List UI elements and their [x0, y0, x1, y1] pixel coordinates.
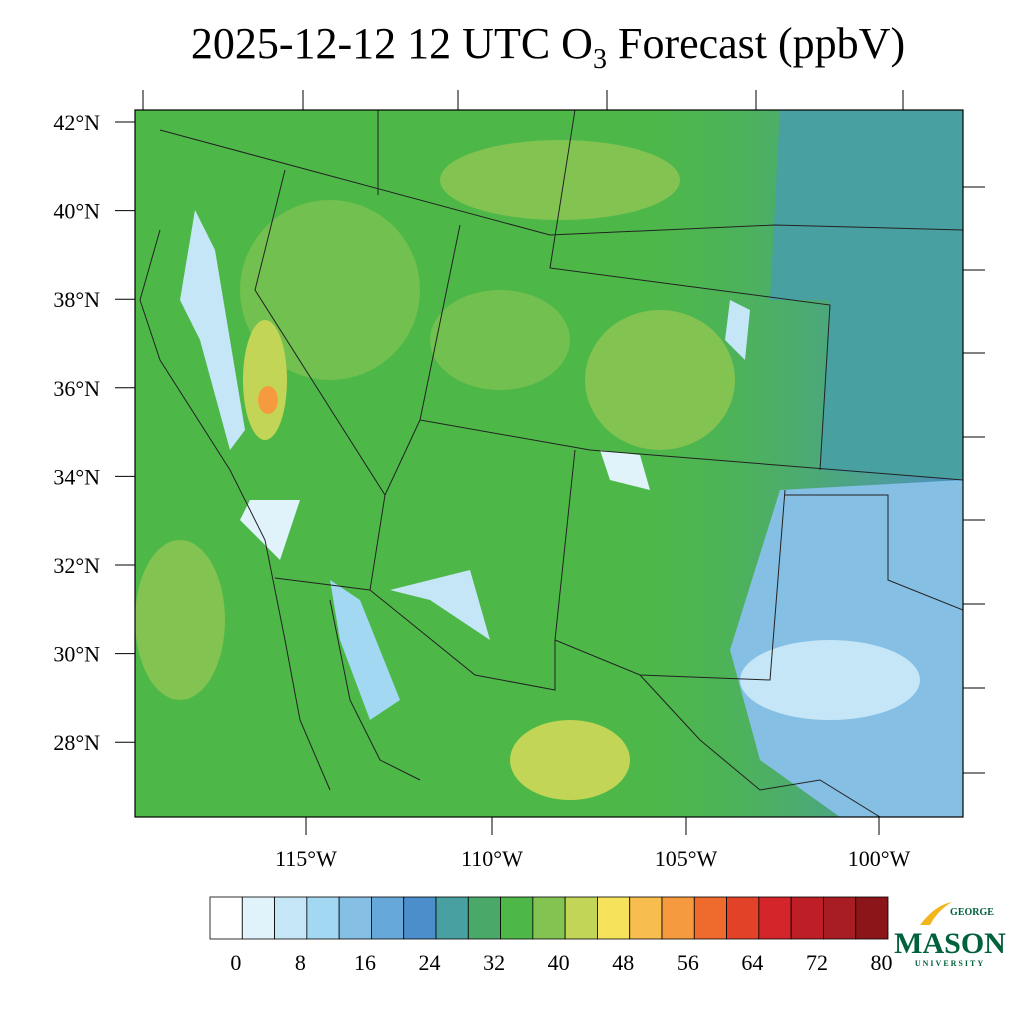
- lat-label: 40°N: [53, 199, 100, 224]
- colorbar-swatch: [629, 896, 663, 940]
- colorbar-swatch: [693, 896, 727, 940]
- colorbar-swatch: [435, 896, 469, 940]
- colorbar-swatch: [209, 896, 243, 940]
- colorbar-label: 16: [354, 950, 376, 975]
- lon-label: 115°W: [275, 846, 337, 871]
- colorbar-swatch: [661, 896, 695, 940]
- colorbar-swatch: [597, 896, 631, 940]
- colorbar-swatch: [758, 896, 792, 940]
- lon-labels: 115°W 110°W 105°W 100°W: [275, 817, 911, 871]
- colorbar-label: 32: [483, 950, 505, 975]
- colorbar-label: 56: [677, 950, 699, 975]
- lat-label: 36°N: [53, 376, 100, 401]
- logo-main: MASON: [894, 927, 1006, 960]
- lat-label: 38°N: [53, 287, 100, 312]
- colorbar-swatch: [241, 896, 275, 940]
- lat-label: 34°N: [53, 464, 100, 489]
- colorbar-label: 48: [612, 950, 634, 975]
- lon-label: 100°W: [848, 846, 911, 871]
- logo: GEORGE MASON UNIVERSITY: [894, 902, 1006, 968]
- colorbar-label: 64: [741, 950, 763, 975]
- colorbar-label: 72: [806, 950, 828, 975]
- colorbar-label: 0: [230, 950, 241, 975]
- colorbar: 0 8 16 24 32 40 48 56 64 72 80: [209, 896, 893, 975]
- colorbar-swatch: [371, 896, 405, 940]
- colorbar-label: 24: [419, 950, 441, 975]
- colorbar-swatch: [274, 896, 308, 940]
- colorbar-swatch: [823, 896, 857, 940]
- colorbar-label: 40: [548, 950, 570, 975]
- colorbar-label: 80: [871, 950, 893, 975]
- colorbar-swatch: [338, 896, 372, 940]
- colorbar-swatch: [726, 896, 760, 940]
- colorbar-swatch: [790, 896, 824, 940]
- lat-label: 42°N: [53, 110, 100, 135]
- lon-label: 105°W: [655, 846, 718, 871]
- lat-label: 30°N: [53, 642, 100, 667]
- colorbar-swatch: [855, 896, 889, 940]
- colorbar-swatch: [306, 896, 340, 940]
- lon-label: 110°W: [461, 846, 523, 871]
- lat-label: 28°N: [53, 730, 100, 755]
- colorbar-swatch: [500, 896, 534, 940]
- colorbar-swatch: [467, 896, 501, 940]
- frame-ticks: [142, 90, 985, 774]
- colorbar-swatch: [403, 896, 437, 940]
- lat-labels: 42°N 40°N 38°N 36°N 34°N 32°N 30°N 28°N: [53, 110, 135, 755]
- logo-bottom: UNIVERSITY: [915, 959, 985, 968]
- map-frame: [134, 109, 964, 818]
- lat-label: 32°N: [53, 553, 100, 578]
- colorbar-swatch: [564, 896, 598, 940]
- colorbar-swatch: [532, 896, 566, 940]
- ozone-map: [135, 110, 963, 817]
- colorbar-label: 8: [295, 950, 306, 975]
- title: 2025-12-12 12 UTC O3 Forecast (ppbV): [191, 19, 905, 75]
- logo-top: GEORGE: [950, 907, 994, 918]
